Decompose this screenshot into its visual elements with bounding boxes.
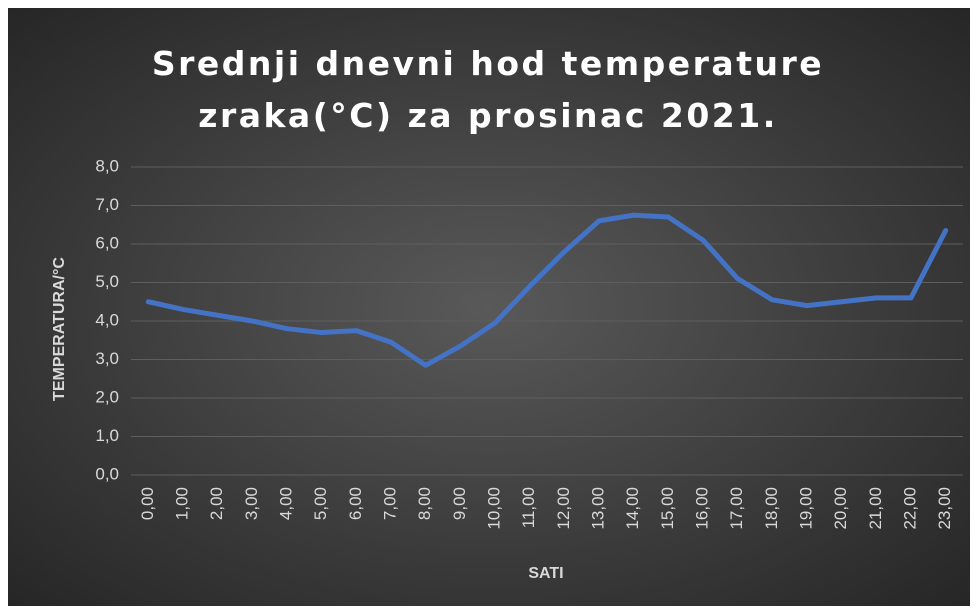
x-tick-label: 8,00: [415, 487, 434, 520]
plot: SATI TEMPERATURA/°C 0,0 1,0 2,0 3,0 4,0 5,0 6,…: [51, 156, 963, 582]
x-tick-label: 9,00: [450, 487, 469, 520]
x-tick-label: 21,00: [866, 487, 885, 530]
x-tick-label: 2,00: [207, 487, 226, 520]
x-tick-label: 6,00: [346, 487, 365, 520]
y-tick-label: 1,0: [95, 426, 119, 445]
x-tick-label: 11,00: [519, 487, 538, 528]
x-tick-label: 12,00: [554, 487, 573, 530]
y-axis-label: TEMPERATURA/°C: [51, 257, 68, 401]
x-tick-label: 10,00: [484, 487, 503, 530]
y-tick-label: 5,0: [95, 272, 119, 291]
y-tick-label: 7,0: [95, 195, 119, 214]
y-tick-label: 2,0: [95, 387, 119, 406]
y-tick-label: 4,0: [95, 310, 119, 329]
x-tick-label: 16,00: [692, 487, 711, 530]
x-tick-label: 14,00: [623, 487, 642, 530]
x-tick-label: 7,00: [380, 487, 399, 520]
y-tick-label: 0,0: [95, 464, 119, 483]
x-tick-label: 20,00: [831, 487, 850, 530]
y-tick-label: 3,0: [95, 349, 119, 368]
x-tick-label: 5,00: [311, 487, 330, 520]
chart: Srednji dnevni hod temperature zraka(°C)…: [8, 8, 970, 606]
x-axis-label: SATI: [528, 565, 563, 582]
y-tick-label: 6,0: [95, 233, 119, 252]
x-tick-label: 1,00: [172, 487, 191, 520]
x-tick-label: 23,00: [935, 487, 954, 530]
chart-title: Srednji dnevni hod temperature zraka(°C)…: [151, 44, 825, 135]
x-tick-label: 3,00: [242, 487, 261, 520]
line: [145, 212, 949, 368]
x-tick-label: 19,00: [796, 487, 815, 530]
x-tick-label: 4,00: [276, 487, 295, 520]
x-tick-label: 15,00: [658, 487, 677, 530]
x-tick-label: 22,00: [900, 487, 919, 530]
x-tick-label: 17,00: [727, 487, 746, 530]
y-tick-label: 8,0: [95, 156, 119, 175]
x-tick-label: 13,00: [588, 487, 607, 530]
x-tick-label: 18,00: [762, 487, 781, 530]
x-tick-label: 0,00: [138, 487, 157, 520]
